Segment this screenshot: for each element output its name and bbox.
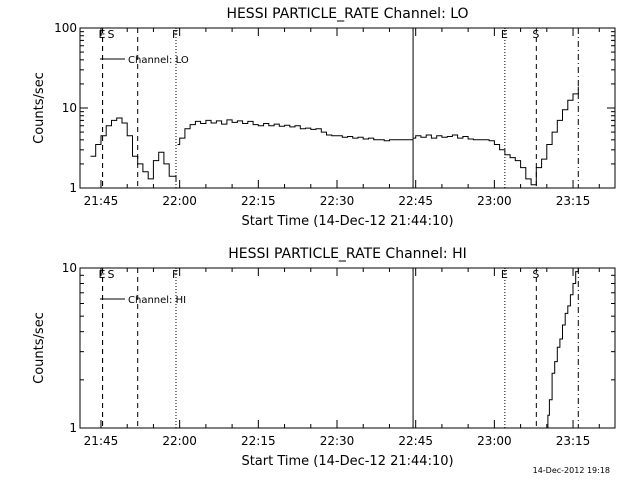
x-tick-label: 23:00: [477, 434, 512, 448]
x-tick-label: 22:45: [398, 434, 433, 448]
hi-channel-panel: HESSI PARTICLE_RATE Channel: HI 1 10 21:45 2…: [32, 246, 616, 469]
marker-label: F: [172, 268, 178, 281]
plot-frame: [79, 267, 616, 429]
series-line: [177, 119, 414, 145]
y-tick-label: 100: [54, 21, 77, 35]
x-tick-label: 23:15: [556, 434, 591, 448]
marker-label: S: [108, 28, 115, 41]
x-tick-label: 22:00: [162, 194, 197, 208]
marker-label: S: [108, 268, 115, 281]
marker-label: E: [501, 268, 508, 281]
x-axis-label: Start Time (14-Dec-12 21:44:10): [241, 454, 453, 469]
marker-label: E: [99, 268, 106, 281]
marker-label: E: [501, 28, 508, 41]
x-tick-label: 21:45: [84, 434, 119, 448]
series-line: [413, 86, 579, 186]
marker-label: E: [99, 28, 106, 41]
series-line: [546, 268, 579, 429]
series-line: [90, 117, 177, 182]
chart-title: HESSI PARTICLE_RATE Channel: HI: [228, 246, 466, 262]
x-axis-label: Start Time (14-Dec-12 21:44:10): [241, 214, 453, 229]
y-axis-label: Counts/sec: [32, 72, 47, 144]
x-tick-label: 22:30: [320, 434, 355, 448]
y-tick-label: 1: [69, 181, 77, 195]
y-tick-label: 10: [62, 101, 77, 115]
plot-frame: [79, 27, 616, 189]
marker-label: S: [532, 28, 539, 41]
legend-label: Channel: LO: [128, 55, 189, 66]
x-tick-label: 22:15: [241, 194, 276, 208]
footer-timestamp: 14-Dec-2012 19:18: [533, 466, 610, 475]
y-tick-label: 10: [62, 261, 77, 275]
legend-label: Channel: HI: [128, 295, 186, 306]
x-tick-label: 23:00: [477, 194, 512, 208]
x-tick-label: 21:45: [84, 194, 119, 208]
chart-title: HESSI PARTICLE_RATE Channel: LO: [226, 6, 468, 22]
x-tick-label: 22:15: [241, 434, 276, 448]
x-tick-label: 22:00: [162, 434, 197, 448]
y-tick-label: 1: [69, 421, 77, 435]
x-tick-label: 23:15: [556, 194, 591, 208]
marker-label: S: [532, 268, 539, 281]
x-tick-label: 22:30: [320, 194, 355, 208]
y-axis-label: Counts/sec: [32, 312, 47, 384]
marker-label: F: [172, 28, 178, 41]
x-tick-label: 22:45: [398, 194, 433, 208]
lo-channel-panel: HESSI PARTICLE_RATE Channel: LO 1 10 100 21:…: [32, 6, 616, 229]
